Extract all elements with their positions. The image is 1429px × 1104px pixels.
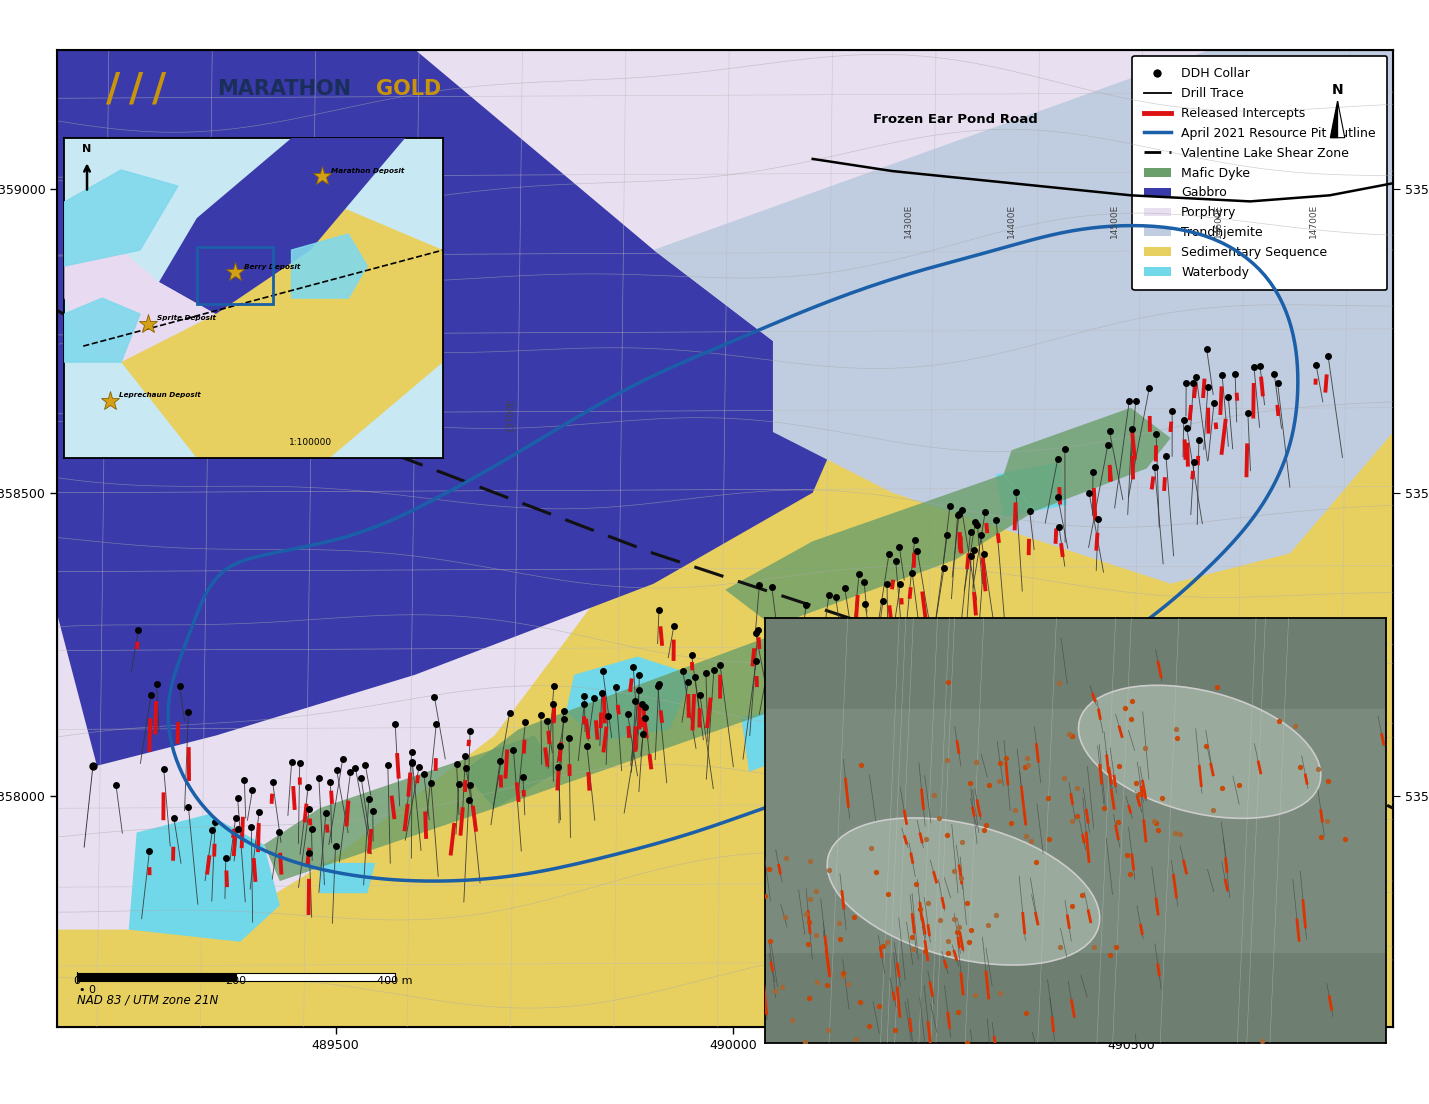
Bar <box>77 973 236 981</box>
Polygon shape <box>320 863 376 893</box>
Text: Frozen Ear Pond Road: Frozen Ear Pond Road <box>873 113 1039 126</box>
Polygon shape <box>725 475 1036 626</box>
Ellipse shape <box>827 818 1100 965</box>
Polygon shape <box>1338 102 1345 138</box>
Text: 14400E: 14400E <box>1007 203 1016 237</box>
Text: 14300E: 14300E <box>903 203 913 237</box>
Text: /: / <box>151 71 166 108</box>
Text: 13600E: 13600E <box>410 397 420 432</box>
Polygon shape <box>159 138 406 314</box>
Text: Berry Deposit: Berry Deposit <box>244 264 300 270</box>
Text: NAD 83 / UTM zone 21N: NAD 83 / UTM zone 21N <box>77 994 219 1007</box>
Text: MARATHON: MARATHON <box>217 79 352 99</box>
Polygon shape <box>57 50 1393 1027</box>
Text: 14500E: 14500E <box>1110 203 1119 237</box>
Text: /: / <box>106 71 120 108</box>
Text: GOLD: GOLD <box>376 79 442 99</box>
Text: 13400E: 13400E <box>216 397 224 432</box>
Polygon shape <box>1003 407 1170 511</box>
Polygon shape <box>653 50 1393 584</box>
Text: 13300E: 13300E <box>113 397 121 432</box>
Text: Sprite Deposit: Sprite Deposit <box>157 316 216 321</box>
Text: 200: 200 <box>226 976 247 986</box>
Text: 14700E: 14700E <box>1309 203 1318 237</box>
Text: Marathon Deposit: Marathon Deposit <box>332 168 404 174</box>
Polygon shape <box>64 170 177 266</box>
Text: 0: 0 <box>73 976 80 986</box>
Polygon shape <box>765 618 1386 1043</box>
Text: 400 m: 400 m <box>377 976 413 986</box>
Polygon shape <box>463 626 836 808</box>
Polygon shape <box>566 657 693 742</box>
Text: /: / <box>129 71 143 108</box>
Text: 13500E: 13500E <box>316 397 324 432</box>
Polygon shape <box>121 202 443 458</box>
Polygon shape <box>765 710 1386 952</box>
Bar <box>197 247 273 305</box>
Text: 14600E: 14600E <box>1213 203 1223 237</box>
Ellipse shape <box>1079 686 1320 818</box>
Text: 1:100000: 1:100000 <box>289 438 332 447</box>
Text: N: N <box>1332 83 1343 97</box>
Polygon shape <box>57 50 853 766</box>
Polygon shape <box>64 251 216 362</box>
Polygon shape <box>129 815 280 942</box>
Polygon shape <box>292 234 367 298</box>
Polygon shape <box>264 735 559 881</box>
Text: N: N <box>83 144 91 155</box>
Polygon shape <box>64 298 140 362</box>
Text: • 0: • 0 <box>79 986 96 996</box>
Bar <box>236 973 396 981</box>
Polygon shape <box>1330 102 1338 138</box>
Text: 13700E: 13700E <box>506 397 514 432</box>
Polygon shape <box>742 705 813 772</box>
Text: Leprechaun Deposit: Leprechaun Deposit <box>119 392 201 399</box>
Polygon shape <box>996 463 1067 517</box>
Legend: DDH Collar, Drill Trace, Released Intercepts, April 2021 Resource Pit Outline, V: DDH Collar, Drill Trace, Released Interc… <box>1132 56 1388 290</box>
